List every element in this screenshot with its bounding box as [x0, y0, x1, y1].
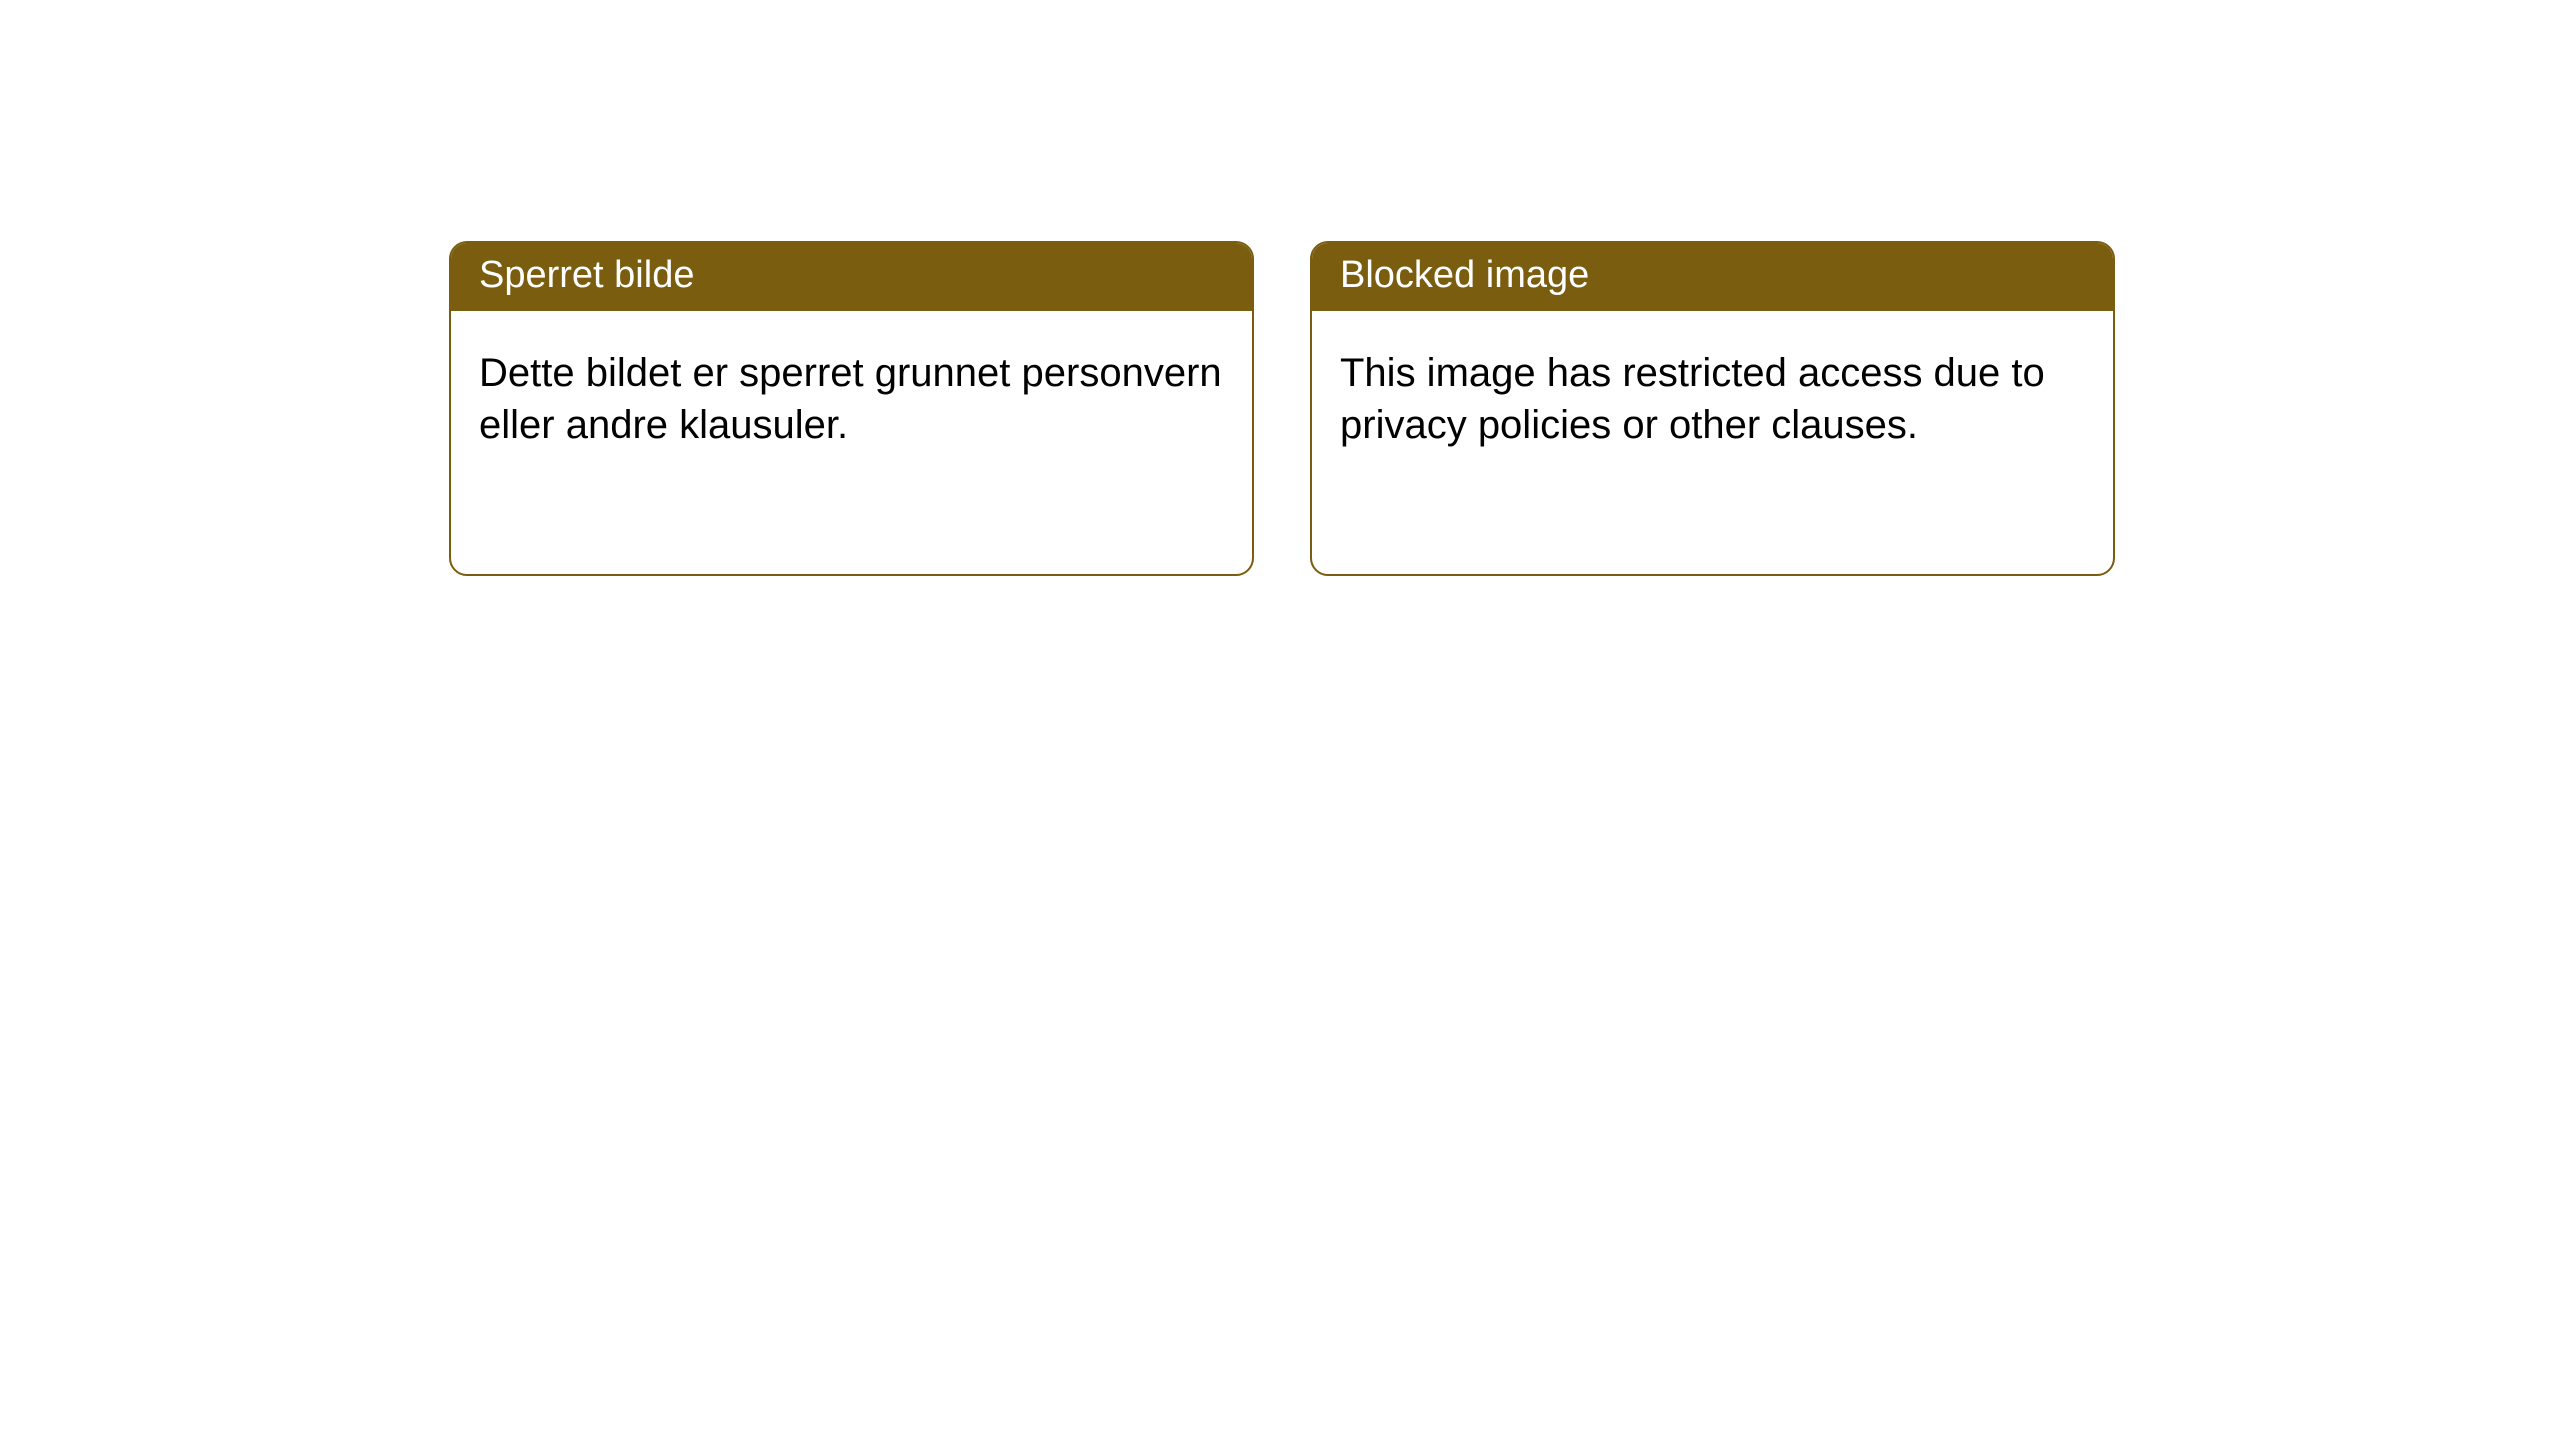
notice-body-text: Dette bildet er sperret grunnet personve… [479, 351, 1222, 447]
notice-header: Blocked image [1312, 243, 2113, 311]
notice-body-text: This image has restricted access due to … [1340, 351, 2045, 447]
notice-body: This image has restricted access due to … [1312, 311, 2113, 487]
notice-box-english: Blocked image This image has restricted … [1310, 241, 2115, 576]
notice-header: Sperret bilde [451, 243, 1252, 311]
notice-box-norwegian: Sperret bilde Dette bildet er sperret gr… [449, 241, 1254, 576]
notice-body: Dette bildet er sperret grunnet personve… [451, 311, 1252, 487]
notice-title: Blocked image [1340, 254, 1589, 296]
notice-container: Sperret bilde Dette bildet er sperret gr… [0, 0, 2560, 576]
notice-title: Sperret bilde [479, 254, 694, 296]
